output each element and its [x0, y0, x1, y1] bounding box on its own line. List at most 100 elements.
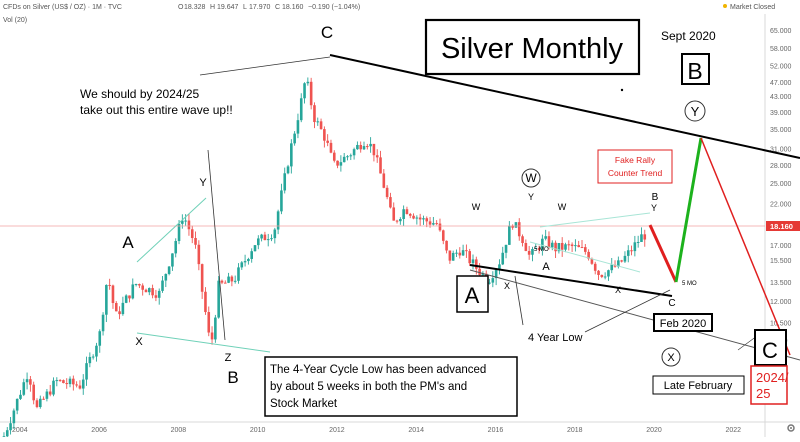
candle-body	[415, 217, 419, 219]
label-5mo-mid: 5 MO	[534, 247, 549, 253]
candle-body	[101, 314, 105, 332]
candle-body	[567, 244, 571, 246]
candle-body	[148, 288, 151, 293]
candle-body	[35, 400, 39, 408]
candle-body	[375, 155, 379, 158]
candle-body	[451, 252, 455, 261]
chart-title: Silver Monthly	[441, 33, 624, 65]
candle-body	[501, 252, 505, 265]
time-axis[interactable]: 2004 2006 2008 2010 2012 2014 2016 2018 2020 2022	[0, 421, 800, 434]
wave-line-lower	[529, 241, 641, 273]
label-b-bottom: B	[227, 368, 238, 387]
candle-body	[445, 240, 448, 251]
candle-body	[95, 345, 98, 357]
candle-body	[200, 264, 204, 292]
note-text-line1: We should by 2024/25	[80, 87, 200, 101]
candle-body	[326, 140, 329, 143]
candle-body	[577, 245, 581, 248]
candle-body	[329, 142, 333, 153]
candle-body	[418, 217, 422, 220]
time-tick-label: 2018	[567, 427, 583, 434]
note-text-line2: take out this entire wave up!!	[80, 103, 233, 117]
candle-body	[68, 378, 72, 385]
candle-body	[257, 238, 260, 246]
label-5mo-right: 5 MO	[682, 281, 697, 287]
candle-body	[250, 251, 253, 259]
candle-body	[342, 156, 346, 163]
candle-body	[455, 252, 458, 254]
candle-body	[276, 211, 280, 230]
candle-body	[72, 378, 75, 385]
price-tick-label: 28.000	[770, 163, 792, 170]
candle-body	[161, 280, 164, 291]
candle-body	[174, 240, 178, 254]
candle-body	[600, 274, 604, 277]
candle-body	[299, 98, 303, 121]
label-c-small: C	[668, 298, 675, 309]
candle-body	[15, 398, 19, 411]
candle-body	[45, 391, 49, 399]
candle-body	[293, 133, 296, 144]
candle-body	[194, 237, 197, 245]
time-tick-label: 2008	[171, 427, 187, 434]
label-y-right: Y	[651, 203, 657, 213]
ohlc-label-high: H	[210, 4, 215, 11]
candle-body	[25, 379, 29, 383]
callout-line-c	[199, 56, 331, 76]
candle-body	[339, 162, 343, 166]
title-box	[424, 18, 641, 76]
candle-body	[286, 166, 290, 174]
ohlc-label-open: O	[178, 4, 184, 11]
price-tick-label: 22.000	[770, 202, 792, 209]
candle-body	[19, 394, 22, 399]
candle-body	[184, 220, 187, 222]
candle-body	[171, 253, 174, 267]
candle-body	[352, 149, 356, 156]
time-tick-label: 2012	[329, 427, 345, 434]
time-tick-label: 2022	[726, 427, 742, 434]
candle-body	[9, 423, 12, 431]
lower-trendline	[469, 264, 673, 297]
price-tick-label: 15.500	[770, 258, 792, 265]
candle-body	[640, 234, 643, 242]
candle-body	[81, 379, 85, 389]
label-sept-2020: Sept 2020	[661, 29, 716, 43]
candle-body	[5, 430, 9, 437]
ohlc-value-high: 19.647	[217, 4, 239, 11]
candle-body	[144, 289, 148, 293]
market-status-icon	[723, 4, 727, 8]
label-b-right: B	[652, 192, 659, 203]
candle-body	[488, 282, 491, 284]
candle-body	[319, 121, 323, 130]
candle-body	[541, 238, 544, 250]
candle-body	[32, 384, 35, 401]
candle-body	[141, 285, 144, 290]
candle-body	[626, 250, 630, 256]
candle-body	[422, 218, 425, 220]
candle-body	[402, 209, 405, 219]
candle-body	[151, 288, 154, 296]
circle-w	[521, 168, 541, 188]
time-tick-label: 2004	[12, 427, 28, 434]
candle-body	[280, 190, 283, 212]
candle-body	[372, 143, 376, 156]
candle-body	[223, 282, 227, 284]
candle-body	[85, 363, 88, 380]
label-a-left: A	[122, 233, 134, 252]
candle-body	[475, 259, 478, 269]
candle-body	[590, 258, 594, 264]
cycle-note-line3: Stock Market	[270, 398, 338, 410]
candle-body	[481, 273, 485, 275]
candle-body	[227, 276, 230, 283]
candle-body	[465, 250, 468, 252]
candle-body	[187, 220, 191, 230]
circle-x-label: X	[667, 352, 675, 364]
change-value: −0.190 (−1.04%)	[308, 4, 360, 11]
candle-body	[521, 236, 524, 244]
late-february-label: Late February	[664, 380, 733, 392]
settings-gear-icon[interactable]	[787, 424, 795, 432]
candle-body	[524, 243, 528, 251]
candle-body	[204, 291, 207, 313]
